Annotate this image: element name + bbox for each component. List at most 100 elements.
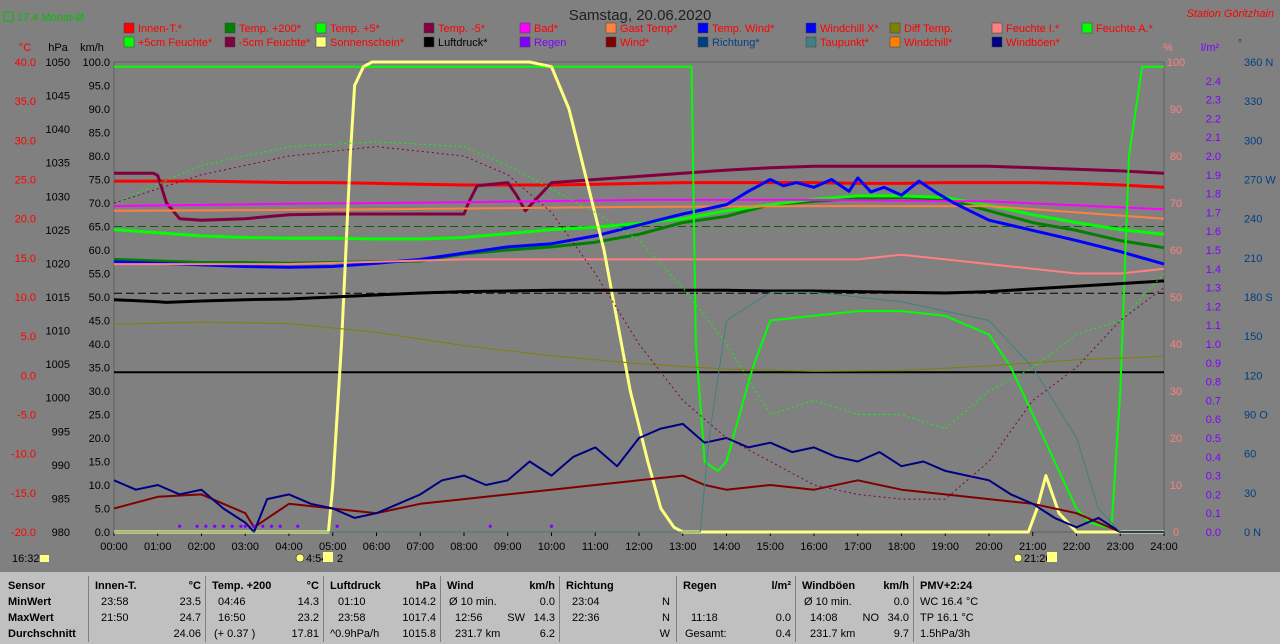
legend-label-15: Luftdruck* — [438, 37, 488, 49]
rain-tick: 0.8 — [1206, 377, 1221, 389]
kmh-tick: 45.0 — [89, 316, 110, 328]
direction-unit: ° — [1238, 38, 1242, 50]
hpa-tick: 1040 — [46, 124, 70, 136]
rain-tick: 1.5 — [1206, 245, 1221, 257]
kmh-tick: 90.0 — [89, 104, 110, 116]
gusts-avg: 9.7 — [893, 628, 909, 640]
chart-title: Samstag, 20.06.2020 — [569, 7, 712, 24]
time-tick: 11:00 — [582, 541, 609, 553]
wind-avg-note: 231.7 km — [455, 628, 501, 640]
direction-header: Richtung — [566, 580, 614, 592]
direction-tick: 120 — [1244, 370, 1262, 382]
legend-swatch-14 — [315, 36, 327, 48]
legend-label-8: Windchill X* — [820, 23, 879, 35]
rain-point — [204, 524, 208, 528]
rain-point — [252, 524, 256, 528]
hpa-tick: 1000 — [46, 393, 70, 405]
direction-tick: 360 N — [1244, 57, 1273, 69]
rain-tick: 1.6 — [1206, 226, 1221, 238]
pressure-max-time: 23:58 — [338, 612, 366, 624]
station-name: Station Göritzhain — [1187, 8, 1274, 20]
innen-max: 24.7 — [179, 612, 201, 624]
innen-avg: 24.06 — [173, 628, 201, 640]
legend-label-20: Windchill* — [904, 37, 953, 49]
legend-label-18: Richtung* — [712, 37, 760, 49]
hpa-tick: 1015 — [46, 292, 70, 304]
wind-max: 14.3 — [533, 612, 555, 624]
gusts-avg-note: 231.7 km — [810, 628, 856, 640]
series-line-7 — [113, 176, 1165, 269]
legend-swatch-10 — [991, 22, 1003, 34]
wind-min: 0.0 — [539, 596, 555, 608]
rain-tick: 1.4 — [1206, 264, 1221, 276]
rain-tick: 0.0 — [1206, 527, 1221, 539]
pressure-max: 1017.4 — [402, 612, 436, 624]
legend-label-1: Innen-T.* — [138, 23, 183, 35]
time-tick: 13:00 — [669, 541, 697, 553]
rain-tick: 1.9 — [1206, 170, 1221, 182]
kmh-tick: 15.0 — [89, 457, 110, 469]
temp200-min-time: 04:46 — [218, 596, 246, 608]
rain-tick: 0.4 — [1206, 452, 1221, 464]
rain-tick: 2.1 — [1206, 132, 1221, 144]
kmh-tick: 85.0 — [89, 128, 110, 140]
rain-tick: 1.7 — [1206, 207, 1221, 219]
legend-label-12: +5cm Feuchte* — [138, 37, 213, 49]
legend-label-19: Taupunkt* — [820, 37, 870, 49]
legend-swatch-1 — [123, 22, 135, 34]
celsius-tick: 0.0 — [21, 370, 36, 382]
col-direction: Richtung 23:04 N 22:36 N W — [559, 576, 676, 642]
innen-unit: °C — [188, 580, 201, 592]
hpa-tick: 1045 — [46, 91, 70, 103]
wind-max-time: 12:56 — [455, 612, 483, 624]
innen-header: Innen-T. — [95, 580, 137, 592]
direction-tick: 240 — [1244, 214, 1262, 226]
time-tick: 04:00 — [275, 541, 303, 553]
hpa-tick: 1035 — [46, 158, 70, 170]
celsius-tick: 5.0 — [21, 331, 36, 343]
percent-tick: 70 — [1170, 198, 1182, 210]
legend-swatch-4 — [423, 22, 435, 34]
rain-tick: 0.3 — [1206, 471, 1221, 483]
legend-swatch-13 — [224, 36, 236, 48]
rain-unit: l/m² — [771, 580, 791, 592]
rain-max: 0.0 — [775, 612, 791, 624]
innen-min-time: 23:58 — [101, 596, 129, 608]
wind-avg: 6.2 — [539, 628, 555, 640]
legend-swatch-17 — [605, 36, 617, 48]
legend-label-6: Gast Temp* — [620, 23, 678, 35]
rain-max-time: 11:18 — [691, 612, 718, 624]
rain-tick: 1.8 — [1206, 189, 1221, 201]
rain-point — [488, 524, 492, 528]
gusts-max-dir: NO — [862, 612, 880, 624]
right-axes: 10090807060504030201002.42.32.22.12.01.9… — [1167, 57, 1277, 539]
kmh-tick: 25.0 — [89, 410, 110, 422]
rain-point — [335, 524, 339, 528]
now-time: 16:32 — [12, 553, 40, 565]
series-line-10 — [114, 60, 1164, 534]
legend-swatch-21 — [991, 36, 1003, 48]
sunset-box-icon — [1047, 552, 1057, 562]
hpa-tick: 985 — [52, 493, 70, 505]
plot-frame — [113, 61, 1165, 533]
direction-tick: 0 N — [1244, 527, 1261, 539]
percent-tick: 30 — [1170, 386, 1182, 398]
rain-point — [243, 524, 247, 528]
rain-tick: 0.6 — [1206, 414, 1221, 426]
kmh-tick: 10.0 — [89, 480, 110, 492]
hpa-tick: 990 — [52, 460, 70, 472]
sunset-time: 21:26 — [1024, 553, 1052, 565]
series-line-5 — [113, 198, 1165, 211]
legend-label-10: Feuchte I.* — [1006, 23, 1060, 35]
celsius-tick: 10.0 — [15, 292, 36, 304]
celsius-tick: 35.0 — [15, 96, 36, 108]
rain-tick: 2.4 — [1206, 76, 1221, 88]
hpa-tick: 1050 — [46, 57, 70, 69]
time-tick: 22:00 — [1063, 541, 1091, 553]
percent-tick: 100 — [1167, 57, 1185, 69]
legend-label-21: Windböen* — [1006, 37, 1061, 49]
col-innen: Innen-T. °C 23:58 23.5 21:50 24.7 24.06 — [88, 576, 205, 642]
percent-tick: 20 — [1170, 433, 1182, 445]
temp200-unit: °C — [306, 580, 319, 592]
rain-point — [221, 524, 225, 528]
